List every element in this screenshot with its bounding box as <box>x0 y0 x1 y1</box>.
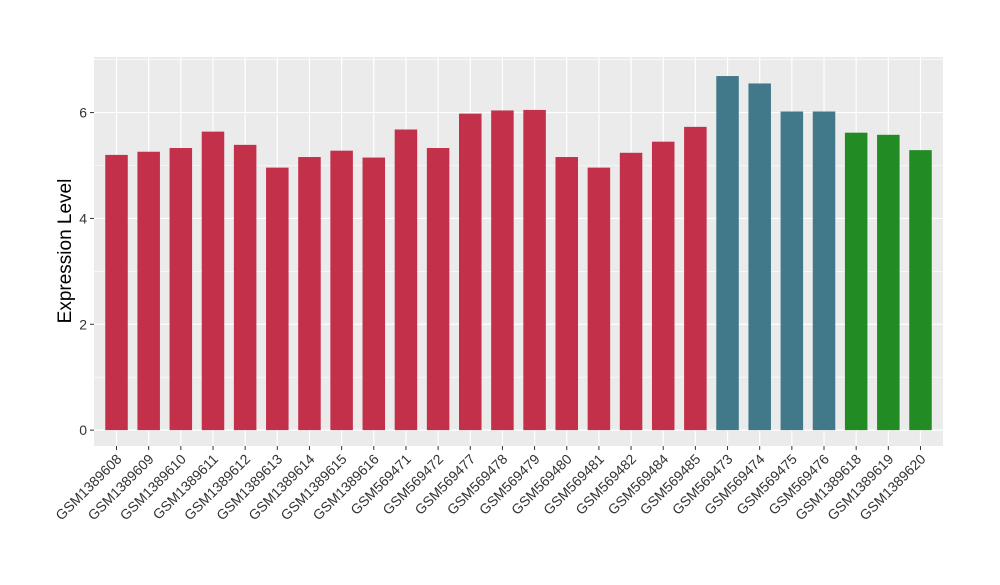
bar-gsm1389611 <box>201 131 225 431</box>
bar-gsm569473 <box>716 76 739 431</box>
bars <box>105 76 932 431</box>
bar-gsm1389609 <box>137 151 160 431</box>
bar-gsm1389618 <box>844 132 868 431</box>
bar-gsm569475 <box>780 111 804 431</box>
bar-gsm569480 <box>555 157 578 431</box>
y-axis: 0 2 4 6 <box>79 105 94 438</box>
bar-gsm569484 <box>651 141 675 431</box>
y-tick-label: 4 <box>79 210 87 226</box>
bar-gsm569482 <box>619 152 643 431</box>
bar-gsm1389615 <box>330 150 353 431</box>
y-tick-label: 6 <box>79 105 87 121</box>
bar-gsm1389619 <box>877 134 900 431</box>
bar-gsm569478 <box>491 110 514 431</box>
bar-gsm1389608 <box>105 154 128 431</box>
bar-gsm569481 <box>587 167 611 431</box>
bar-gsm569476 <box>812 111 836 431</box>
y-tick-label: 2 <box>79 316 87 332</box>
bar-gsm569485 <box>684 126 707 431</box>
bar-gsm569479 <box>523 109 546 431</box>
bar-gsm1389620 <box>909 150 932 431</box>
bar-gsm1389616 <box>362 157 386 431</box>
bar-gsm1389613 <box>266 167 289 431</box>
bar-gsm1389610 <box>169 148 193 431</box>
bar-gsm1389614 <box>298 157 321 431</box>
bar-gsm569472 <box>426 148 450 431</box>
bar-gsm569477 <box>459 113 482 431</box>
bar-gsm569471 <box>394 129 418 431</box>
x-axis: GSM1389608GSM1389609GSM1389610GSM1389611… <box>52 446 929 523</box>
y-axis-label: Expression Level <box>55 179 76 324</box>
y-tick-label: 0 <box>79 422 87 438</box>
bar-gsm569474 <box>748 83 771 431</box>
bar-gsm1389612 <box>233 144 257 431</box>
